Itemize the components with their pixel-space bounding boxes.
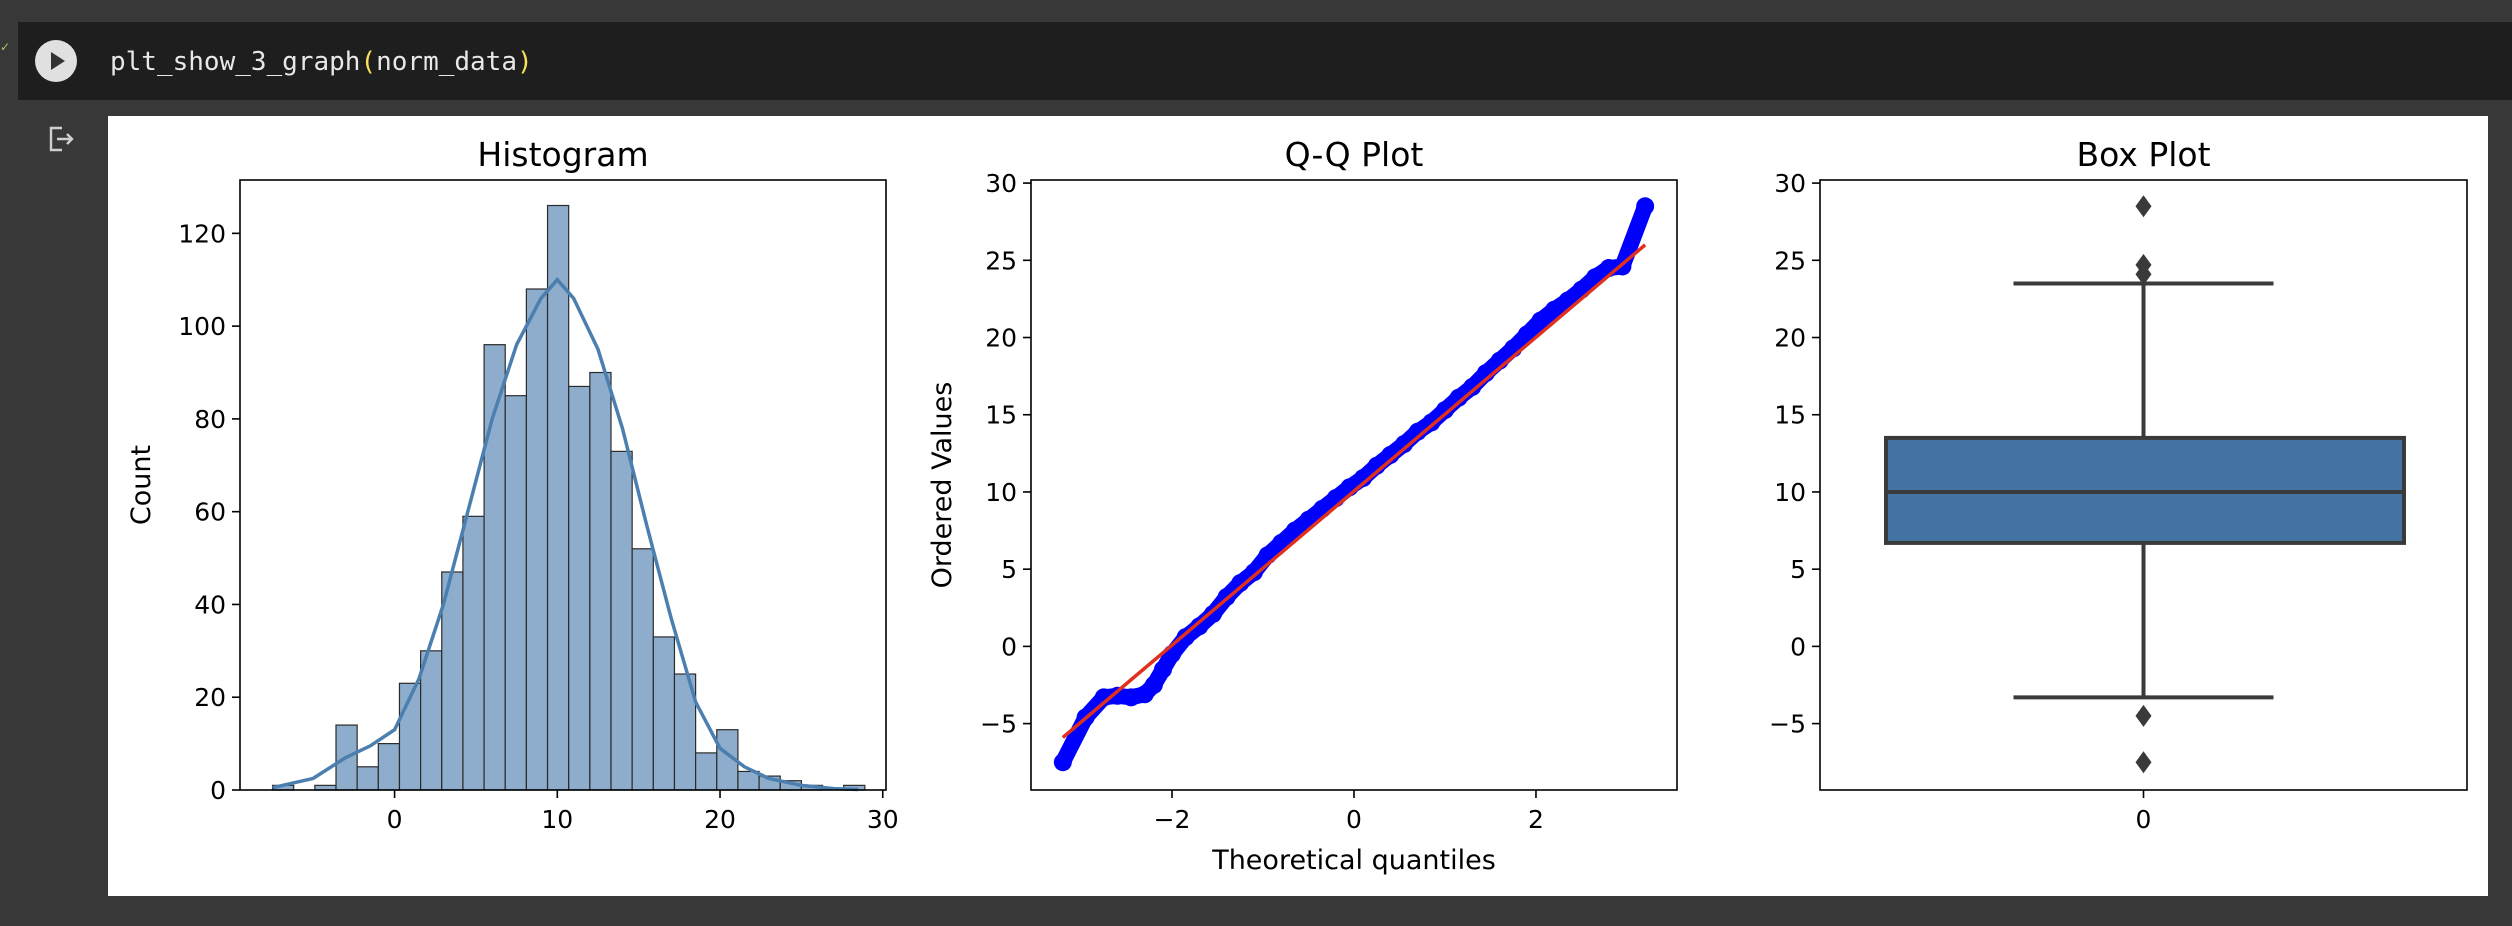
qq-point-30 [1463, 377, 1482, 396]
hist-bar-20 [695, 752, 718, 791]
qq-point-15 [1258, 546, 1277, 565]
chart-title-0: Histogram [477, 135, 648, 174]
ytick-label-0-3: 60 [194, 498, 226, 527]
qq-point-42 [1636, 197, 1655, 216]
qq-point-11 [1203, 604, 1222, 623]
ytick-label-0-1: 20 [194, 683, 226, 712]
code-function: plt_show_3_graph [110, 47, 361, 77]
qq-point-36 [1545, 300, 1564, 319]
hist-bar-11 [504, 395, 527, 791]
qq-point-3 [1108, 686, 1127, 705]
ytick-label-1-4: 15 [985, 401, 1017, 430]
qq-point-2 [1094, 688, 1113, 707]
hist-bar-16 [610, 450, 633, 791]
qq-point-4 [1122, 688, 1141, 707]
qq-point-14 [1244, 563, 1263, 582]
qq-point-22 [1354, 469, 1373, 488]
ytick-label-2-0: −5 [1769, 710, 1806, 739]
ytick-label-1-1: 0 [1001, 632, 1017, 661]
box-outlier-3 [2135, 704, 2152, 727]
hist-bar-13 [546, 204, 570, 791]
hist-bar-4 [356, 766, 379, 791]
qq-ylabel: Ordered Values [927, 382, 958, 589]
hist-bar-18 [652, 636, 676, 791]
box-outlier-2 [2135, 263, 2152, 286]
xtick-label-1-1: 0 [1346, 805, 1362, 834]
execution-status-icon: ✓ [0, 40, 11, 54]
qq-fit-line [1061, 243, 1647, 739]
qq-point-9 [1176, 628, 1195, 647]
ytick-label-2-7: 30 [1774, 169, 1806, 198]
chart-title-2: Box Plot [2076, 135, 2210, 174]
qq-point-27 [1422, 413, 1441, 432]
box-outlier-0 [2135, 195, 2152, 218]
qq-point-10 [1190, 617, 1209, 636]
qq-point-38 [1572, 280, 1591, 299]
hist-bar-9 [462, 515, 485, 791]
ytick-label-2-2: 5 [1790, 555, 1806, 584]
ytick-label-1-5: 20 [985, 324, 1017, 353]
ytick-label-1-2: 5 [1001, 555, 1017, 584]
xtick-label-0-1: 10 [541, 805, 573, 834]
qq-point-26 [1408, 422, 1427, 441]
ytick-label-1-7: 30 [985, 169, 1017, 198]
qq-point-0 [1053, 753, 1072, 772]
output-actions-icon[interactable] [46, 124, 76, 154]
ytick-label-2-1: 0 [1790, 632, 1806, 661]
ytick-label-2-4: 15 [1774, 401, 1806, 430]
ytick-label-2-5: 20 [1774, 324, 1806, 353]
code-paren-open: ( [360, 47, 377, 77]
xtick-label-0-0: 0 [387, 805, 403, 834]
hist-bar-17 [631, 548, 654, 791]
qq-point-17 [1285, 521, 1304, 540]
hist-bar-5 [377, 743, 401, 791]
run-cell-button[interactable] [35, 40, 77, 82]
ytick-label-0-6: 120 [178, 219, 226, 248]
ytick-label-1-0: −5 [980, 710, 1017, 739]
hist-frame [239, 179, 887, 791]
qq-point-6 [1144, 675, 1163, 694]
qq-point-29 [1449, 388, 1468, 407]
xtick-label-1-0: −2 [1154, 805, 1191, 834]
xtick-label-1-2: 2 [1528, 805, 1544, 834]
qq-point-35 [1531, 311, 1550, 330]
qq-point-band-41 [1614, 198, 1654, 275]
ytick-label-1-3: 10 [985, 478, 1017, 507]
hist-bar-15 [589, 371, 612, 791]
qq-point-13 [1231, 574, 1250, 593]
qq-point-25 [1395, 435, 1414, 454]
ytick-label-0-0: 0 [210, 776, 226, 805]
xtick-label-0-2: 20 [704, 805, 736, 834]
ytick-label-2-3: 10 [1774, 478, 1806, 507]
kde-line [272, 277, 859, 792]
hist-bar-12 [525, 288, 549, 791]
hist-ylabel: Count [126, 445, 157, 525]
xtick-label-0-3: 30 [867, 805, 899, 834]
code-paren-close: ) [517, 47, 533, 77]
box-outlier-4 [2135, 751, 2152, 774]
ytick-label-0-2: 40 [194, 590, 226, 619]
code-cell[interactable] [18, 22, 2512, 100]
qq-point-24 [1381, 445, 1400, 464]
qq-point-8 [1163, 645, 1182, 664]
qq-point-7 [1153, 660, 1172, 679]
ytick-label-2-6: 25 [1774, 246, 1806, 275]
hist-bar-7 [420, 650, 443, 791]
ytick-label-0-5: 100 [178, 312, 226, 341]
qq-point-28 [1435, 401, 1454, 420]
hist-bar-22 [737, 770, 760, 791]
hist-bar-14 [568, 385, 591, 791]
code-argument: norm_data [376, 47, 517, 77]
code-editor[interactable]: plt_show_3_graph(norm_data) [110, 42, 533, 82]
qq-xlabel: Theoretical quantiles [1211, 845, 1496, 876]
ytick-label-0-4: 80 [194, 405, 226, 434]
chart-title-1: Q-Q Plot [1285, 135, 1424, 174]
ytick-label-1-6: 25 [985, 246, 1017, 275]
xtick-label-2-0: 0 [2136, 805, 2152, 834]
